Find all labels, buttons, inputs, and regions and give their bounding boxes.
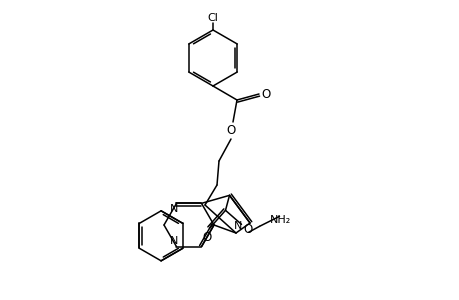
Text: N: N bbox=[170, 236, 178, 246]
Text: O: O bbox=[202, 231, 212, 244]
Text: O: O bbox=[243, 223, 252, 236]
Text: N: N bbox=[233, 221, 241, 231]
Text: O: O bbox=[226, 124, 235, 137]
Text: Cl: Cl bbox=[207, 13, 218, 23]
Text: O: O bbox=[261, 88, 270, 100]
Text: NH₂: NH₂ bbox=[269, 215, 291, 225]
Text: N: N bbox=[170, 204, 178, 214]
